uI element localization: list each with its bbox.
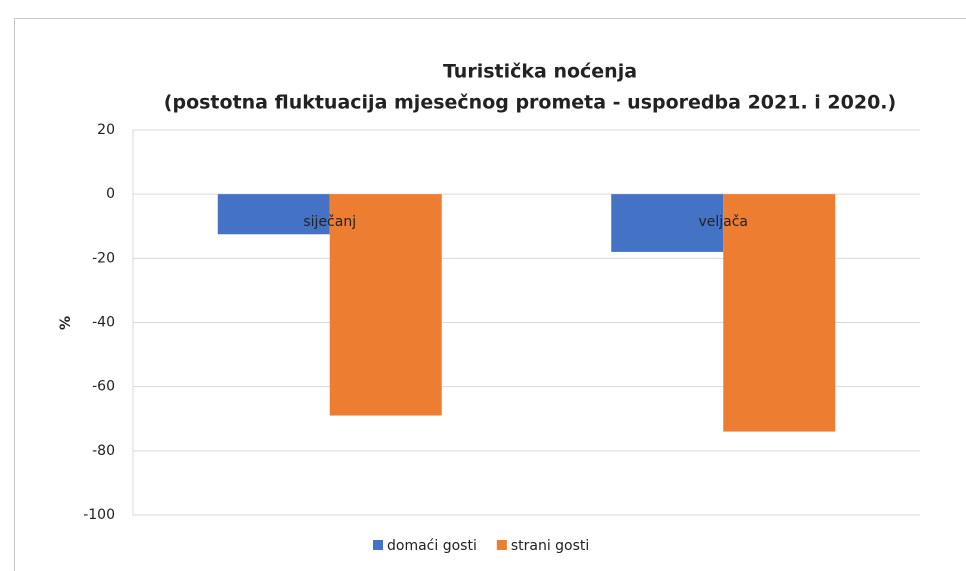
y-tick-label: 0 (106, 186, 115, 202)
y-tick-label: -80 (92, 443, 115, 459)
y-tick-label: 20 (97, 122, 115, 138)
chart-title: Turistička noćenja (443, 61, 637, 83)
y-tick-label: -100 (83, 507, 115, 523)
y-tick-label: -60 (92, 379, 115, 395)
legend-label: strani gosti (511, 538, 589, 554)
chart-subtitle: (postotna fluktuacija mjesečnog prometa … (164, 92, 896, 114)
legend-swatch (373, 540, 383, 550)
category-label: veljača (698, 214, 748, 230)
bar (329, 194, 442, 416)
category-label: siječanj (303, 214, 356, 230)
bar (611, 194, 724, 252)
bar (217, 194, 330, 235)
legend-label: domaći gosti (387, 538, 477, 554)
y-axis-label: % (58, 316, 74, 330)
bar (723, 194, 836, 432)
legend-swatch (496, 540, 507, 550)
y-tick-label: -40 (92, 315, 115, 331)
y-tick-label: -20 (92, 250, 115, 266)
